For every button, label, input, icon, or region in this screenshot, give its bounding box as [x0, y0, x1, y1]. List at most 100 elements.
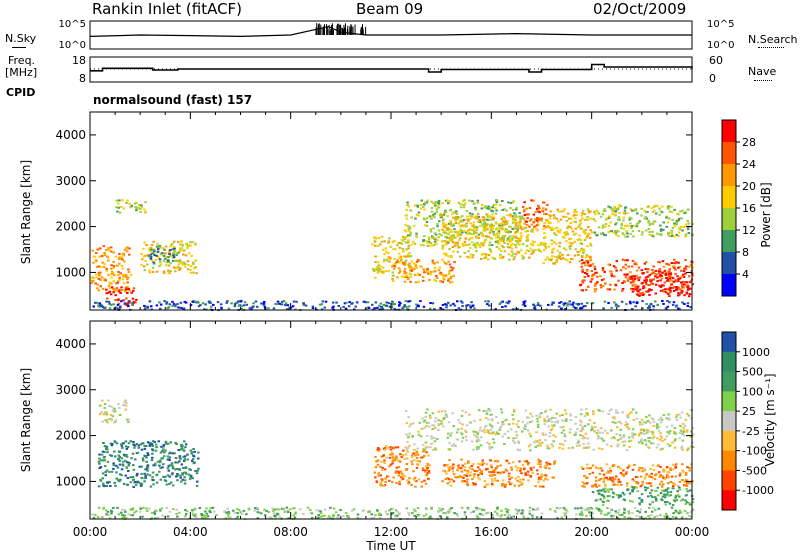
- rti-cell: [245, 303, 248, 306]
- freq-tick-bottom: 8: [79, 72, 86, 85]
- rti-cell: [141, 515, 144, 518]
- rti-cell: [621, 289, 624, 292]
- rti-cell: [669, 290, 672, 292]
- rti-cell: [620, 422, 623, 425]
- rti-cell: [449, 219, 452, 222]
- rti-cell: [379, 265, 382, 268]
- rti-cell: [132, 289, 135, 292]
- rti-cell: [640, 498, 644, 501]
- rti-cell: [385, 250, 388, 253]
- rti-cell: [568, 247, 572, 250]
- rti-cell: [515, 237, 518, 239]
- rti-cell: [561, 414, 564, 416]
- rti-cell: [542, 262, 545, 264]
- rti-cell: [134, 484, 138, 487]
- rti-cell: [622, 280, 626, 283]
- rti-cell: [675, 414, 679, 416]
- rti-cell: [171, 300, 174, 303]
- rti-cell: [130, 457, 133, 460]
- rti-cell: [613, 210, 616, 213]
- rti-cell: [657, 494, 660, 497]
- rti-cell: [667, 294, 671, 297]
- rti-cell: [425, 421, 429, 424]
- rti-cell: [236, 515, 240, 518]
- rti-cell: [667, 413, 670, 416]
- rti-cell: [646, 205, 650, 208]
- rti-cell: [393, 265, 396, 268]
- rti-cell: [680, 499, 683, 502]
- rti-cell: [233, 303, 237, 305]
- rti-cell: [144, 475, 147, 478]
- rti-cell: [458, 475, 462, 478]
- rti-cell: [473, 232, 476, 235]
- rti-cell: [415, 232, 418, 235]
- rti-cell: [376, 261, 380, 264]
- rti-cell: [516, 228, 519, 231]
- rti-cell: [503, 250, 507, 253]
- rti-cell: [496, 471, 500, 474]
- rti-cell: [448, 271, 451, 274]
- rti-cell: [593, 430, 596, 433]
- rti-cell: [165, 483, 169, 486]
- rti-cell: [661, 499, 664, 502]
- rti-cell: [253, 509, 256, 512]
- rti-cell: [471, 229, 474, 232]
- rti-cell: [179, 306, 182, 309]
- rti-cell: [469, 471, 472, 474]
- rti-cell: [399, 470, 403, 473]
- rti-cell: [407, 512, 410, 515]
- rti-cell: [536, 303, 540, 306]
- rti-cell: [178, 468, 181, 471]
- rti-cell: [522, 515, 525, 518]
- rti-cell: [405, 468, 408, 471]
- rti-cell: [650, 485, 653, 487]
- rti-cell: [669, 490, 673, 493]
- rti-cell: [195, 516, 198, 518]
- rti-cell: [664, 288, 667, 291]
- rti-cell: [419, 265, 422, 268]
- rti-cell: [108, 249, 111, 252]
- rti-cell: [610, 437, 613, 440]
- n-sky-line: [89, 25, 692, 38]
- rti-cell: [377, 269, 380, 272]
- rti-cell: [516, 230, 519, 233]
- rti-cell: [550, 420, 553, 423]
- rti-cell: [593, 210, 596, 213]
- rti-cell: [488, 423, 492, 426]
- rti-cell: [631, 287, 635, 290]
- rti-cell: [563, 508, 567, 511]
- rti-cell: [426, 217, 429, 220]
- rti-cell: [545, 420, 549, 423]
- rti-cell: [97, 304, 100, 307]
- rti-cell: [224, 517, 227, 520]
- rti-cell: [542, 207, 545, 210]
- rti-cell: [630, 226, 633, 229]
- rti-cell: [137, 446, 140, 449]
- rti-cell: [539, 478, 543, 481]
- rti-cell: [583, 485, 586, 488]
- rti-cell: [643, 262, 647, 265]
- rti-cell: [479, 426, 482, 429]
- rti-cell: [151, 471, 155, 474]
- rti-cell: [184, 265, 187, 268]
- rti-cell: [544, 247, 548, 250]
- rti-cell: [413, 476, 417, 479]
- rti-cell: [561, 257, 565, 260]
- rti-cell: [94, 282, 97, 285]
- rti-cell: [179, 249, 182, 252]
- rti-cell: [155, 251, 158, 254]
- rti-cell: [559, 426, 562, 429]
- rti-cell: [569, 222, 572, 224]
- rti-cell: [567, 447, 571, 450]
- rti-cell: [167, 271, 171, 274]
- rti-cell: [501, 479, 505, 482]
- rti-cell: [600, 286, 603, 289]
- rti-cell: [596, 498, 599, 501]
- rti-cell: [97, 277, 101, 280]
- rti-cell: [586, 446, 590, 449]
- rti-cell: [102, 482, 105, 485]
- rti-cell: [592, 413, 595, 416]
- rti-cell: [637, 279, 640, 282]
- rti-cell: [591, 262, 595, 265]
- rti-cell: [482, 216, 486, 219]
